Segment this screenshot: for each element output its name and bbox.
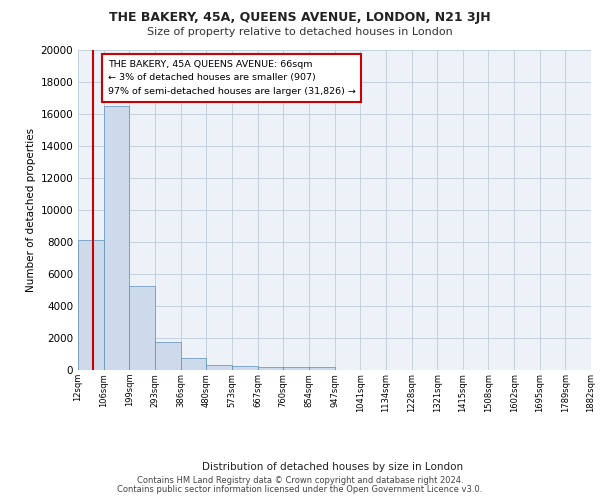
Bar	[104, 106, 130, 370]
Bar	[206, 365, 232, 370]
Bar	[232, 366, 257, 370]
Text: Distribution of detached houses by size in London: Distribution of detached houses by size …	[202, 462, 464, 472]
Text: THE BAKERY, 45A, QUEENS AVENUE, LONDON, N21 3JH: THE BAKERY, 45A, QUEENS AVENUE, LONDON, …	[109, 11, 491, 24]
Text: THE BAKERY, 45A QUEENS AVENUE: 66sqm
← 3% of detached houses are smaller (907)
9: THE BAKERY, 45A QUEENS AVENUE: 66sqm ← 3…	[107, 60, 356, 96]
Bar	[130, 286, 155, 370]
Bar	[309, 368, 335, 370]
Bar	[257, 366, 283, 370]
Text: Size of property relative to detached houses in London: Size of property relative to detached ho…	[147, 27, 453, 37]
Y-axis label: Number of detached properties: Number of detached properties	[26, 128, 36, 292]
Text: Contains public sector information licensed under the Open Government Licence v3: Contains public sector information licen…	[118, 484, 482, 494]
Bar	[283, 367, 309, 370]
Bar	[155, 342, 181, 370]
Bar	[78, 240, 104, 370]
Text: Contains HM Land Registry data © Crown copyright and database right 2024.: Contains HM Land Registry data © Crown c…	[137, 476, 463, 485]
Bar	[181, 358, 206, 370]
